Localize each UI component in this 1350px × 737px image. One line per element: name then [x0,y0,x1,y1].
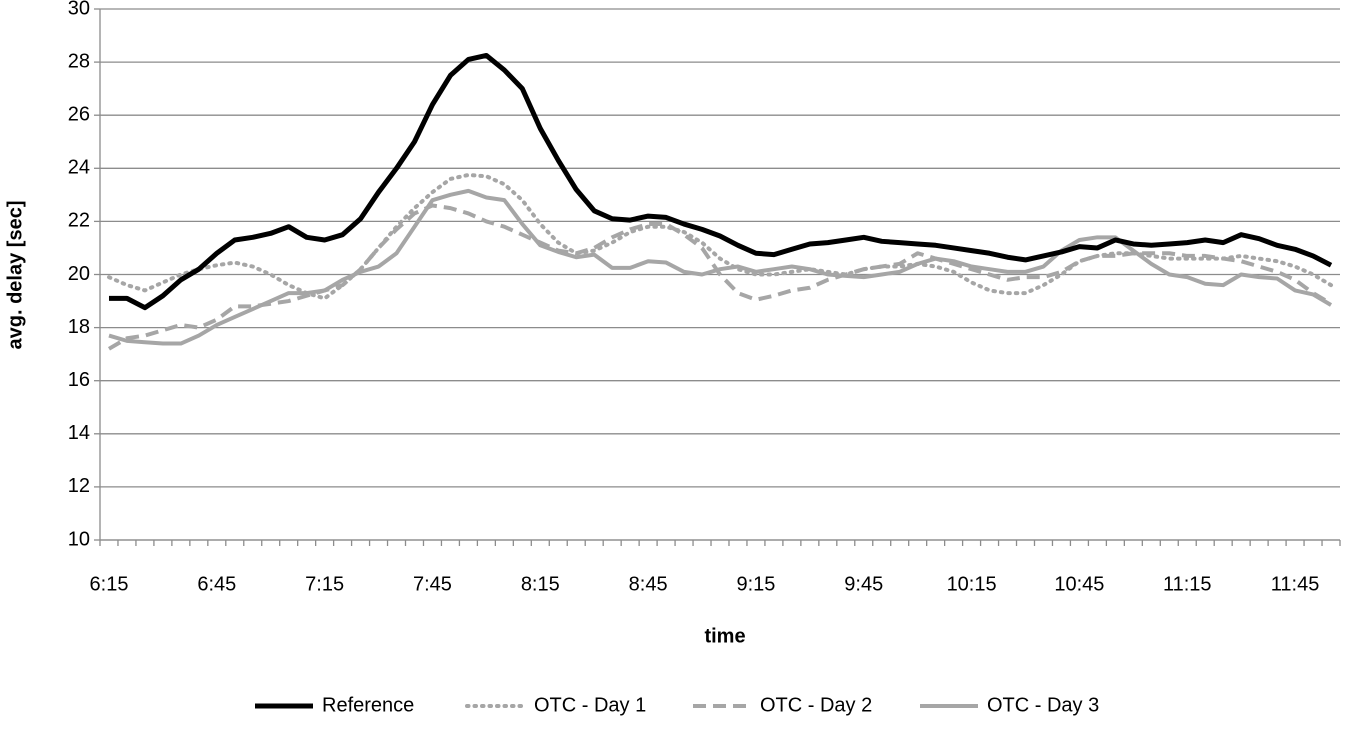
x-tick-label: 11:15 [1163,573,1212,595]
x-tick-label: 10:45 [1054,573,1104,595]
x-tick-label: 8:15 [521,573,560,595]
series-line [106,172,1334,301]
y-axis-label: avg. delay [sec] [4,201,26,350]
y-tick-label: 20 [68,263,90,285]
x-tick-label: 7:15 [305,573,344,595]
y-tick-label: 14 [68,422,90,444]
x-tick-label: 8:45 [629,573,668,595]
y-tick-label: 12 [68,475,90,497]
legend-label: OTC - Day 2 [760,694,872,716]
y-tick-label: 18 [68,316,90,338]
series-line [108,52,1333,311]
x-tick-label: 9:45 [844,573,883,595]
x-tick-label: 11:45 [1271,573,1320,595]
x-tick-label: 9:15 [736,573,775,595]
x-tick-label: 7:45 [413,573,452,595]
y-tick-label: 26 [68,103,90,125]
legend-label: OTC - Day 3 [987,694,1099,716]
y-tick-label: 10 [68,528,90,550]
y-tick-label: 16 [68,369,90,391]
legend-label: OTC - Day 1 [534,694,646,716]
x-axis-label: time [704,625,745,647]
series-line [108,188,1333,346]
x-tick-label: 6:45 [197,573,236,595]
y-tick-label: 30 [68,0,90,19]
x-tick-label: 6:15 [90,573,129,595]
legend-label: Reference [322,694,414,716]
x-tick-label: 10:15 [947,573,997,595]
y-tick-label: 24 [68,157,90,179]
y-tick-label: 22 [68,210,90,232]
y-tick-label: 28 [68,50,90,72]
